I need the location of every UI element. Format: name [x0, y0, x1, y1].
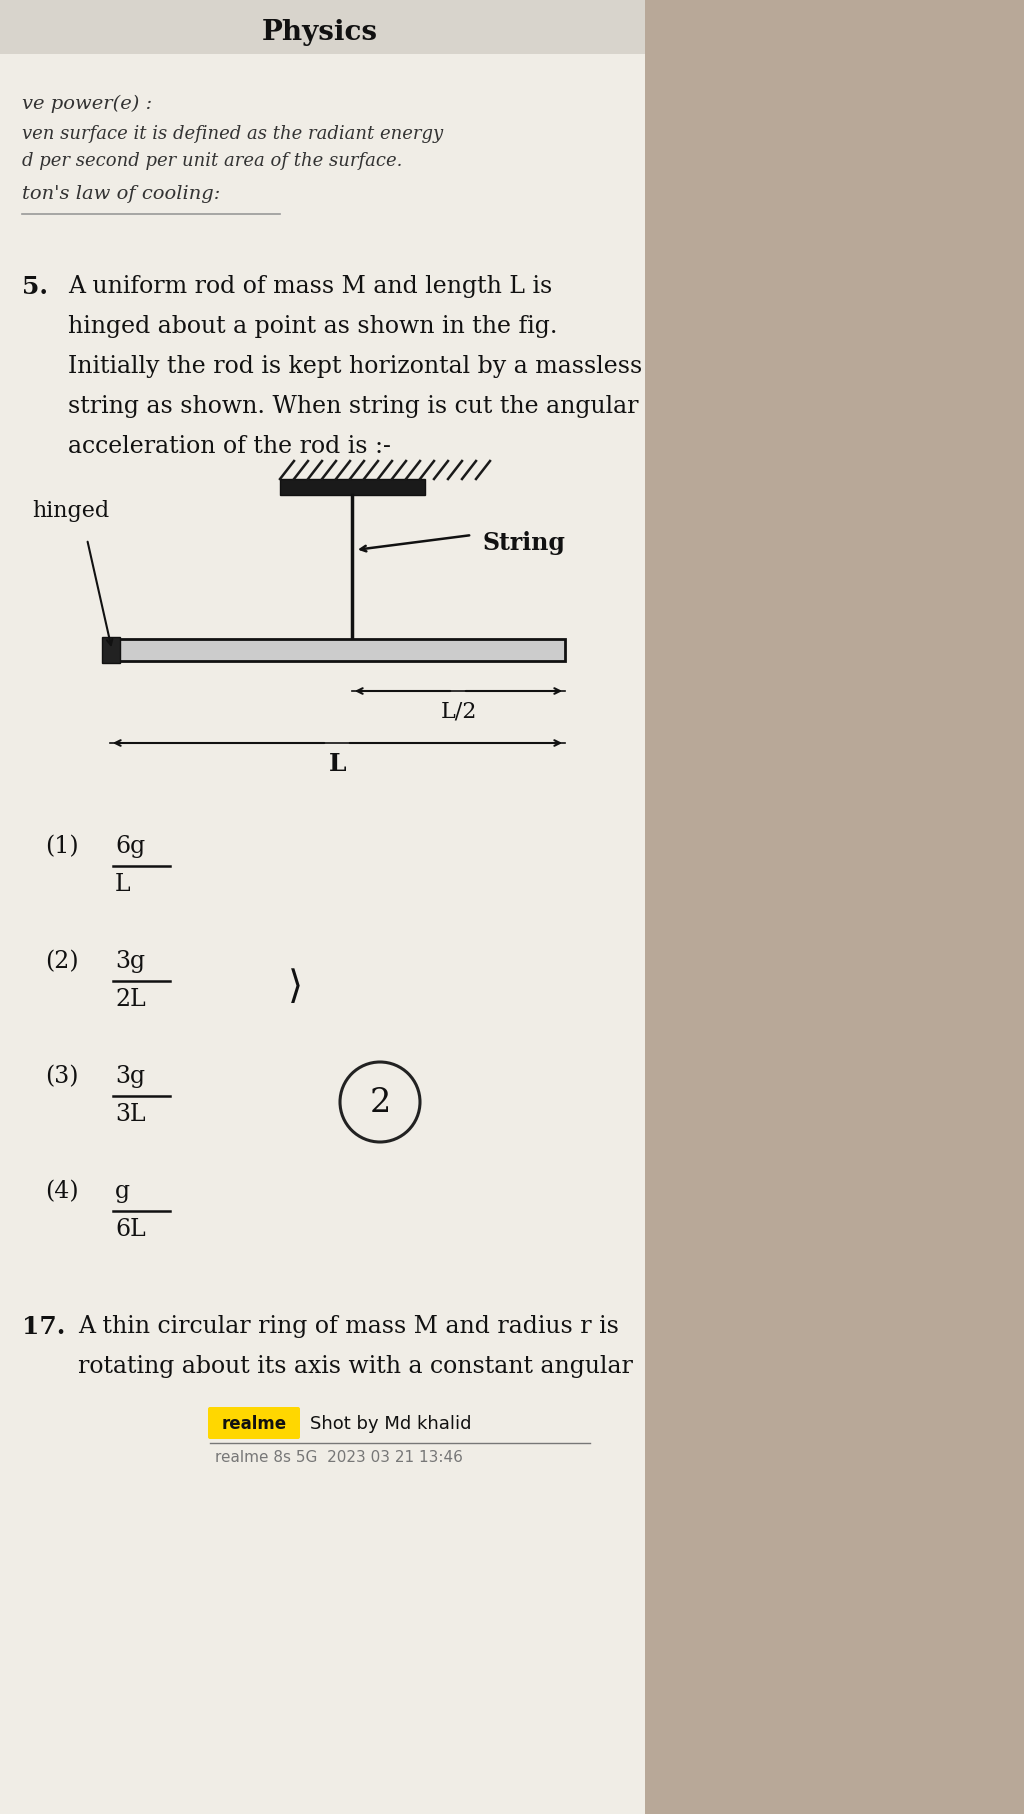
Text: ve power(e) :: ve power(e) : [22, 94, 153, 112]
Text: 2L: 2L [115, 987, 145, 1010]
Text: Physics: Physics [262, 18, 378, 45]
Text: 3L: 3L [115, 1103, 145, 1125]
Text: String: String [482, 532, 565, 555]
Text: hinged about a point as shown in the fig.: hinged about a point as shown in the fig… [68, 316, 557, 337]
Text: ⟩: ⟩ [288, 967, 302, 1005]
Text: (2): (2) [45, 949, 79, 972]
Bar [645, 0, 1024, 1814]
Text: 3g: 3g [115, 1065, 145, 1087]
Text: 2: 2 [370, 1087, 390, 1119]
Text: L/2: L/2 [440, 700, 477, 722]
Text: realme 8s 5G  2023 03 21 13:46: realme 8s 5G 2023 03 21 13:46 [215, 1449, 463, 1464]
Text: L: L [329, 751, 346, 776]
Text: Initially the rod is kept horizontal by a massless: Initially the rod is kept horizontal by … [68, 356, 642, 377]
Text: (4): (4) [45, 1179, 79, 1203]
FancyBboxPatch shape [208, 1408, 300, 1439]
Text: rotating about its axis with a constant angular: rotating about its axis with a constant … [78, 1355, 633, 1377]
Text: (1): (1) [45, 834, 79, 858]
Text: realme: realme [221, 1415, 287, 1433]
Text: 3g: 3g [115, 949, 145, 972]
Text: hinged: hinged [32, 499, 110, 522]
Text: d per second per unit area of the surface.: d per second per unit area of the surfac… [22, 152, 402, 171]
Text: string as shown. When string is cut the angular: string as shown. When string is cut the … [68, 395, 639, 417]
Text: (3): (3) [45, 1065, 79, 1087]
Text: ton's law of cooling:: ton's law of cooling: [22, 185, 220, 203]
Text: g: g [115, 1179, 130, 1203]
Bar [280, 479, 425, 495]
Text: ven surface it is defined as the radiant energy: ven surface it is defined as the radiant… [22, 125, 443, 143]
Text: 5.: 5. [22, 276, 48, 299]
Text: 6L: 6L [115, 1217, 145, 1241]
Text: 17.: 17. [22, 1315, 66, 1339]
Bar [0, 0, 645, 1814]
Text: Shot by Md khalid: Shot by Md khalid [310, 1415, 471, 1433]
Text: A thin circular ring of mass M and radius r is: A thin circular ring of mass M and radiu… [78, 1315, 618, 1337]
Bar [110, 640, 565, 662]
Bar [102, 639, 120, 664]
Text: A uniform rod of mass M and length L is: A uniform rod of mass M and length L is [68, 276, 552, 297]
Text: 6g: 6g [115, 834, 145, 858]
Text: L: L [115, 873, 131, 896]
Bar [0, 0, 645, 54]
Text: acceleration of the rod is :-: acceleration of the rod is :- [68, 435, 391, 457]
